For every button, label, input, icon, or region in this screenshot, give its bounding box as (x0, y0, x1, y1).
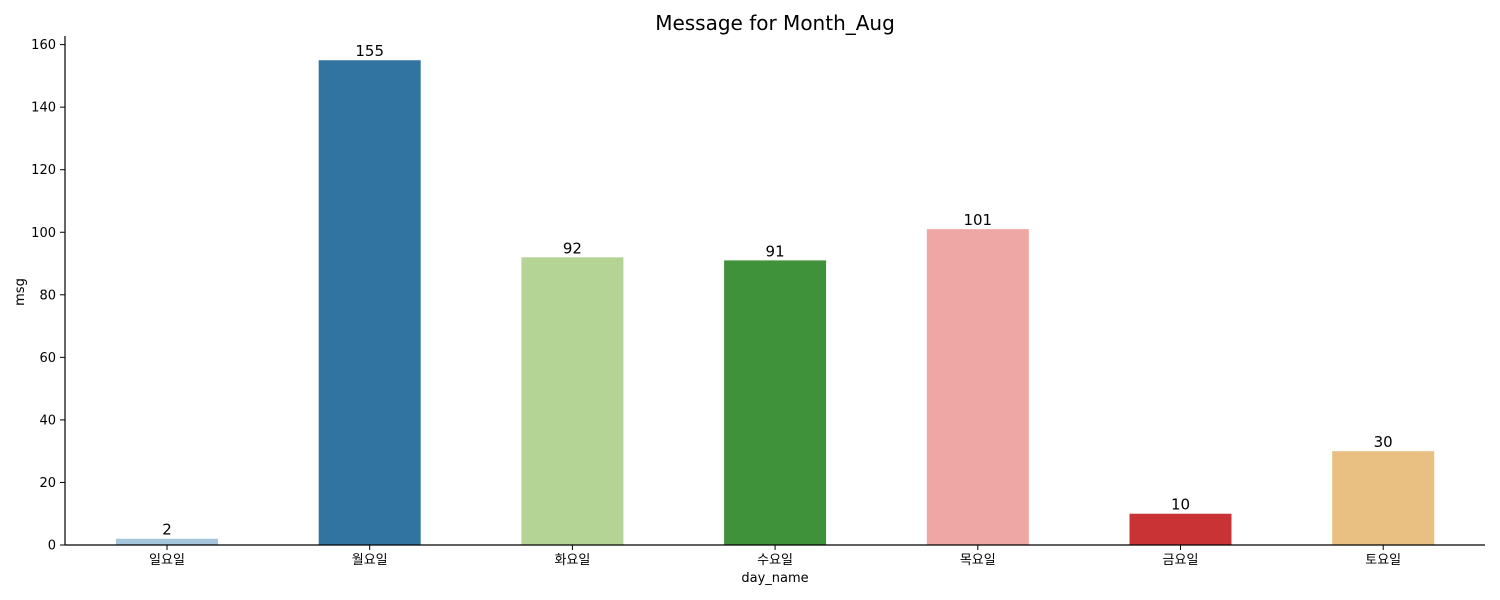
data-label-7: 30 (1374, 433, 1393, 451)
x-axis: 일요일 월요일 화요일 수요일 목요일 금요일 토요일 (65, 544, 1485, 568)
bar-4 (724, 260, 827, 545)
data-labels-group: 2 155 92 91 101 10 30 (162, 42, 1393, 539)
y-axis-label: msg (13, 278, 28, 306)
chart-title: Message for Month_Aug (655, 11, 895, 35)
data-label-6: 10 (1171, 496, 1190, 514)
y-tick-label-120: 120 (31, 163, 56, 178)
data-label-5: 101 (963, 211, 992, 229)
y-tick-label-60: 60 (39, 351, 56, 366)
y-tick-label-20: 20 (39, 476, 56, 491)
y-tick-label-0: 0 (48, 539, 56, 554)
x-tick-label-7: 토요일 (1365, 553, 1401, 568)
bar-7 (1332, 451, 1435, 545)
data-label-4: 91 (766, 242, 785, 260)
x-tick-label-1: 일요일 (149, 553, 185, 568)
y-tick-label-40: 40 (39, 413, 56, 428)
y-axis: 0 20 40 60 80 100 120 140 160 (31, 36, 66, 554)
bar-3 (521, 257, 624, 545)
y-tick-label-80: 80 (39, 288, 56, 303)
y-tick-label-100: 100 (31, 226, 56, 241)
bar-1 (116, 538, 218, 545)
y-tick-label-160: 160 (31, 38, 56, 53)
y-tick-label-140: 140 (31, 101, 56, 116)
x-axis-label: day_name (741, 571, 808, 586)
bar-2 (318, 60, 421, 545)
data-label-3: 92 (563, 239, 582, 257)
bar-5 (926, 229, 1029, 545)
x-tick-label-6: 금요일 (1163, 553, 1199, 568)
x-tick-label-2: 월요일 (352, 553, 388, 568)
bars-group (116, 60, 1435, 545)
x-tick-label-5: 목요일 (960, 553, 996, 568)
data-label-2: 155 (355, 42, 384, 60)
bar-6 (1129, 513, 1232, 545)
x-tick-label-3: 화요일 (554, 553, 590, 568)
x-tick-label-4: 수요일 (757, 553, 793, 568)
data-label-1: 2 (162, 521, 172, 539)
